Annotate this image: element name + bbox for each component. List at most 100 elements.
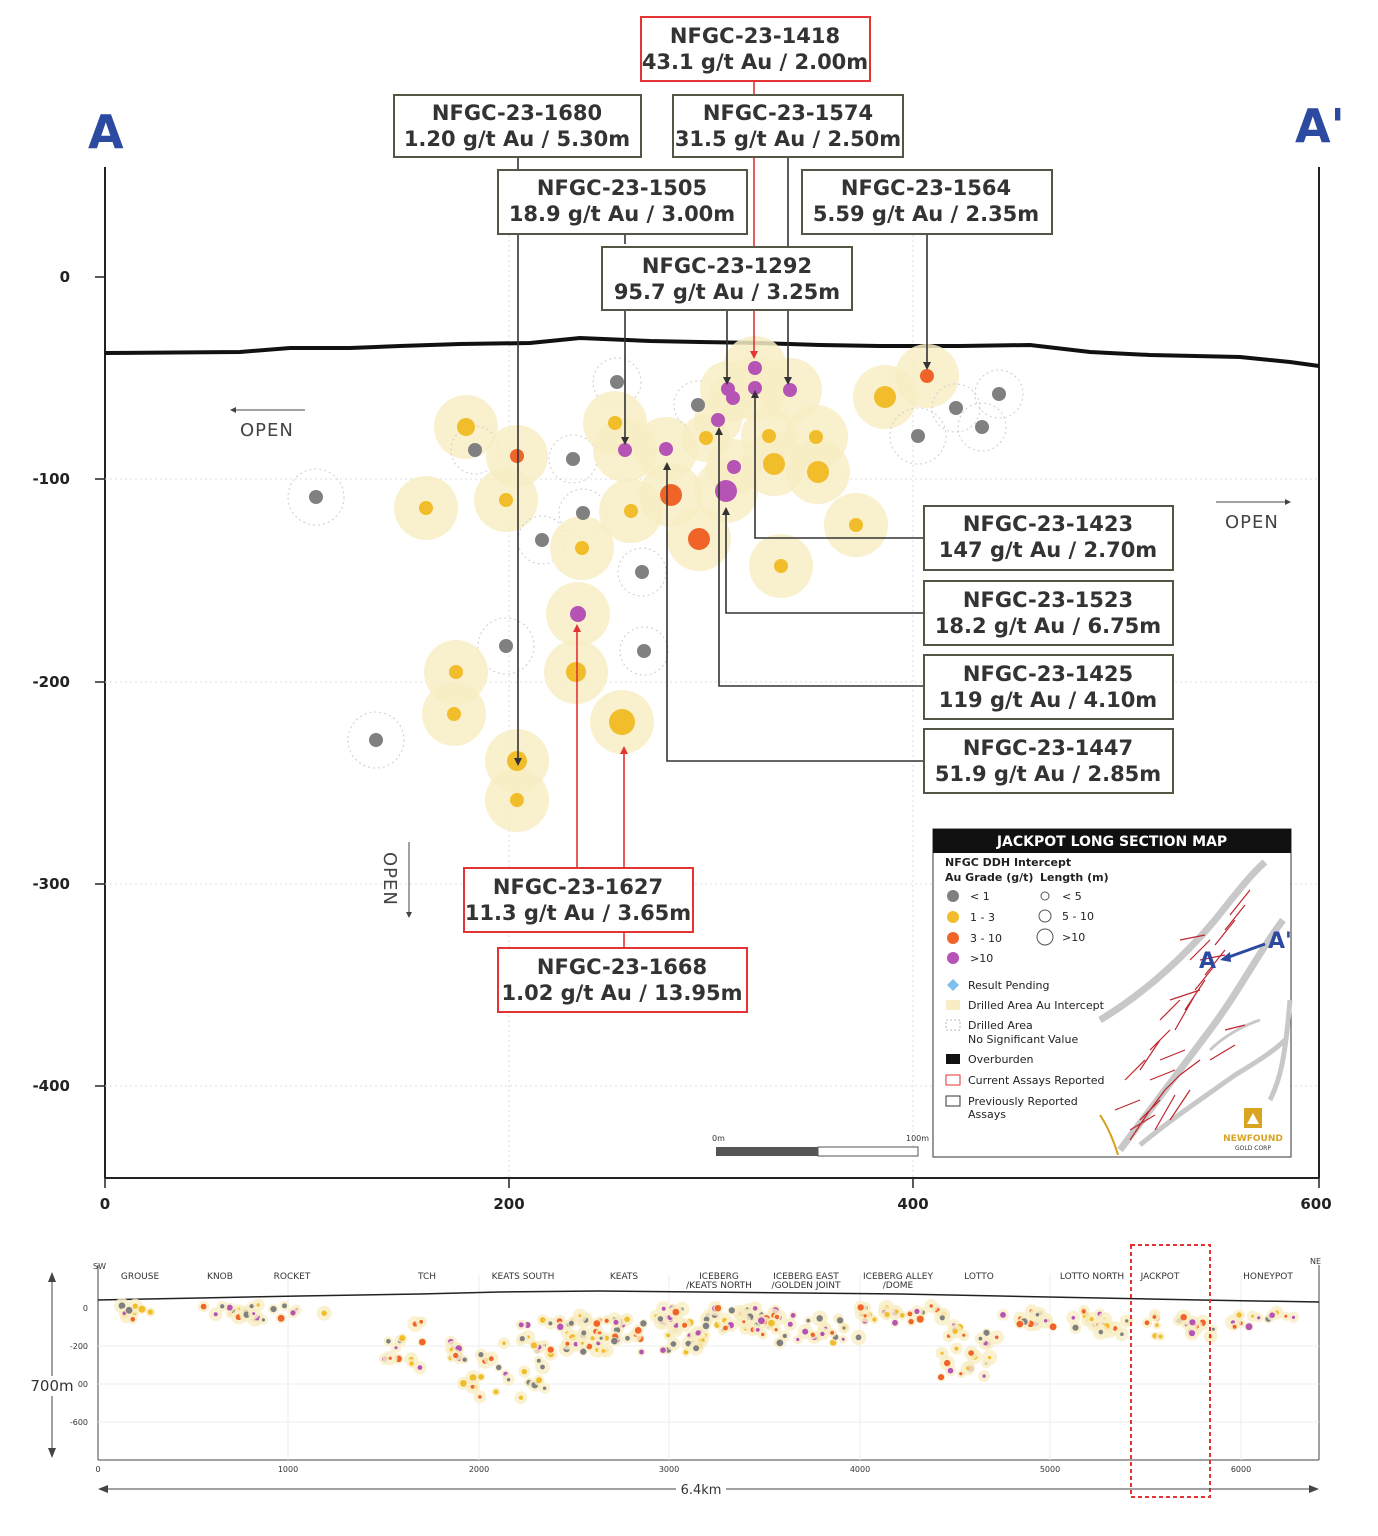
overview-intercept — [959, 1372, 963, 1376]
svg-text:ICEBERG ALLEY: ICEBERG ALLEY — [863, 1272, 933, 1282]
overview-intercept — [252, 1312, 256, 1316]
callout-1505[interactable]: NFGC-23-1505 18.9 g/t Au / 3.00m — [497, 169, 748, 235]
intercept-marker[interactable] — [920, 369, 934, 383]
intercept-marker[interactable] — [699, 431, 713, 445]
intercept-marker[interactable] — [575, 541, 589, 555]
y-tick-100: -100 — [32, 470, 70, 488]
overview-intercept — [469, 1374, 477, 1382]
intercept-marker[interactable] — [535, 533, 549, 547]
overview-intercept — [841, 1337, 845, 1341]
callout-1418[interactable]: NFGC-23-1418 43.1 g/t Au / 2.00m — [640, 16, 871, 82]
overview-intercept — [1291, 1315, 1296, 1319]
overview-intercept — [1000, 1312, 1006, 1318]
overview-intercept — [542, 1386, 547, 1390]
overview-intercept — [1125, 1319, 1129, 1323]
intercept-marker[interactable] — [688, 528, 710, 550]
intercept-marker[interactable] — [911, 429, 925, 443]
intercept-marker[interactable] — [468, 443, 482, 457]
overview-intercept — [547, 1346, 554, 1353]
callout-1292[interactable]: NFGC-23-1292 95.7 g/t Au / 3.25m — [601, 246, 853, 311]
intercept-marker[interactable] — [849, 518, 863, 532]
intercept-marker[interactable] — [566, 662, 586, 682]
intercept-marker[interactable] — [809, 430, 823, 444]
intercept-marker[interactable] — [691, 398, 705, 412]
callout-1564[interactable]: NFGC-23-1564 5.59 g/t Au / 2.35m — [801, 169, 1053, 235]
y-tick-400: -400 — [32, 1077, 70, 1095]
overview-intercept — [782, 1333, 787, 1339]
intercept-marker[interactable] — [369, 733, 383, 747]
intercept-marker[interactable] — [659, 442, 673, 456]
intercept-marker[interactable] — [499, 639, 513, 653]
section-label-a-prime: A' — [1295, 99, 1345, 153]
svg-text:Length (m): Length (m) — [1040, 871, 1109, 884]
intercept-marker[interactable] — [748, 381, 762, 395]
intercept-marker[interactable] — [635, 565, 649, 579]
overview-intercept — [417, 1365, 423, 1370]
intercept-marker[interactable] — [608, 416, 622, 430]
svg-text:NE: NE — [1310, 1257, 1321, 1266]
overview-intercept — [122, 1311, 127, 1315]
section-label-a: A — [88, 105, 124, 159]
intercept-marker[interactable] — [727, 460, 741, 474]
intercept-marker[interactable] — [457, 418, 475, 436]
svg-text:1.20 g/t Au / 5.30m: 1.20 g/t Au / 5.30m — [404, 127, 630, 151]
callout-1447[interactable]: NFGC-23-1447 51.9 g/t Au / 2.85m — [923, 728, 1174, 794]
intercept-marker[interactable] — [748, 361, 762, 375]
callout-1523[interactable]: NFGC-23-1523 18.2 g/t Au / 6.75m — [923, 580, 1174, 646]
intercept-halo — [592, 357, 642, 407]
intercept-marker[interactable] — [309, 490, 323, 504]
callout-1574[interactable]: NFGC-23-1574 31.5 g/t Au / 2.50m — [672, 94, 904, 158]
overview-intercept — [796, 1337, 800, 1342]
intercept-marker[interactable] — [419, 501, 433, 515]
overview-intercept — [857, 1304, 864, 1311]
callout-1627[interactable]: NFGC-23-1627 11.3 g/t Au / 3.65m — [463, 867, 694, 933]
intercept-marker[interactable] — [499, 493, 513, 507]
intercept-marker[interactable] — [566, 452, 580, 466]
callout-1423[interactable]: NFGC-23-1423 147 g/t Au / 2.70m — [923, 505, 1174, 571]
intercept-marker[interactable] — [783, 383, 797, 397]
intercept-marker[interactable] — [763, 453, 785, 475]
intercept-marker[interactable] — [637, 644, 651, 658]
svg-text:147 g/t Au / 2.70m: 147 g/t Au / 2.70m — [939, 538, 1157, 562]
overview-intercept — [321, 1310, 327, 1316]
intercept-marker[interactable] — [610, 375, 624, 389]
intercept-marker[interactable] — [624, 504, 638, 518]
overview-intercept — [1180, 1314, 1187, 1321]
intercept-marker[interactable] — [975, 420, 989, 434]
intercept-marker[interactable] — [992, 387, 1006, 401]
svg-text:NFGC-23-1627: NFGC-23-1627 — [493, 875, 663, 899]
svg-text:SW: SW — [93, 1262, 106, 1271]
intercept-marker[interactable] — [618, 443, 632, 457]
overview-intercept — [568, 1320, 574, 1326]
overview-intercept — [530, 1342, 538, 1349]
intercept-marker[interactable] — [711, 413, 725, 427]
intercept-marker[interactable] — [660, 484, 682, 506]
open-right: OPEN — [1216, 499, 1291, 533]
overview-intercept — [125, 1306, 133, 1314]
intercept-marker[interactable] — [715, 480, 737, 502]
intercept-marker[interactable] — [510, 449, 524, 463]
overview-intercept — [1072, 1324, 1079, 1331]
overview-intercept — [938, 1374, 945, 1381]
callout-1680[interactable]: NFGC-23-1680 1.20 g/t Au / 5.30m — [393, 94, 642, 158]
callout-1425[interactable]: NFGC-23-1425 119 g/t Au / 4.10m — [923, 654, 1174, 720]
intercept-marker[interactable] — [576, 506, 590, 520]
overview-intercept — [1098, 1329, 1104, 1335]
callout-1668[interactable]: NFGC-23-1668 1.02 g/t Au / 13.95m — [497, 947, 748, 1013]
intercept-marker[interactable] — [762, 429, 776, 443]
intercept-marker[interactable] — [774, 559, 788, 573]
overview-intercept — [863, 1314, 867, 1318]
intercept-marker[interactable] — [449, 665, 463, 679]
intercept-marker[interactable] — [949, 401, 963, 415]
intercept-marker[interactable] — [807, 461, 829, 483]
intercept-marker[interactable] — [874, 386, 896, 408]
svg-text:No Significant Value: No Significant Value — [968, 1033, 1078, 1046]
svg-text:-200: -200 — [70, 1342, 88, 1351]
svg-text:>10: >10 — [970, 952, 993, 965]
intercept-marker[interactable] — [609, 709, 635, 735]
intercept-marker[interactable] — [570, 606, 586, 622]
intercept-marker[interactable] — [726, 391, 740, 405]
intercept-marker[interactable] — [447, 707, 461, 721]
overview-intercept — [462, 1357, 467, 1362]
intercept-marker[interactable] — [510, 793, 524, 807]
